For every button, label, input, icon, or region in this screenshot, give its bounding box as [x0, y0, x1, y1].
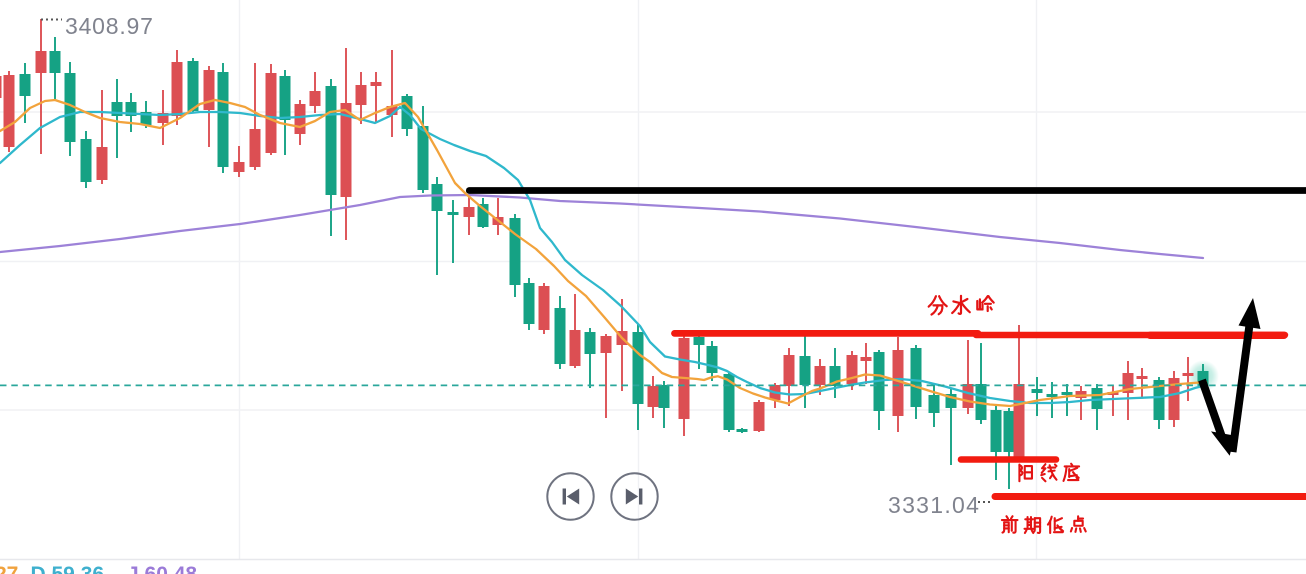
svg-text:27D 59.36J 60.48: 27D 59.36J 60.48 [0, 563, 197, 574]
svg-text:3408.97: 3408.97 [65, 13, 154, 39]
svg-text:3331.04: 3331.04 [888, 492, 980, 518]
